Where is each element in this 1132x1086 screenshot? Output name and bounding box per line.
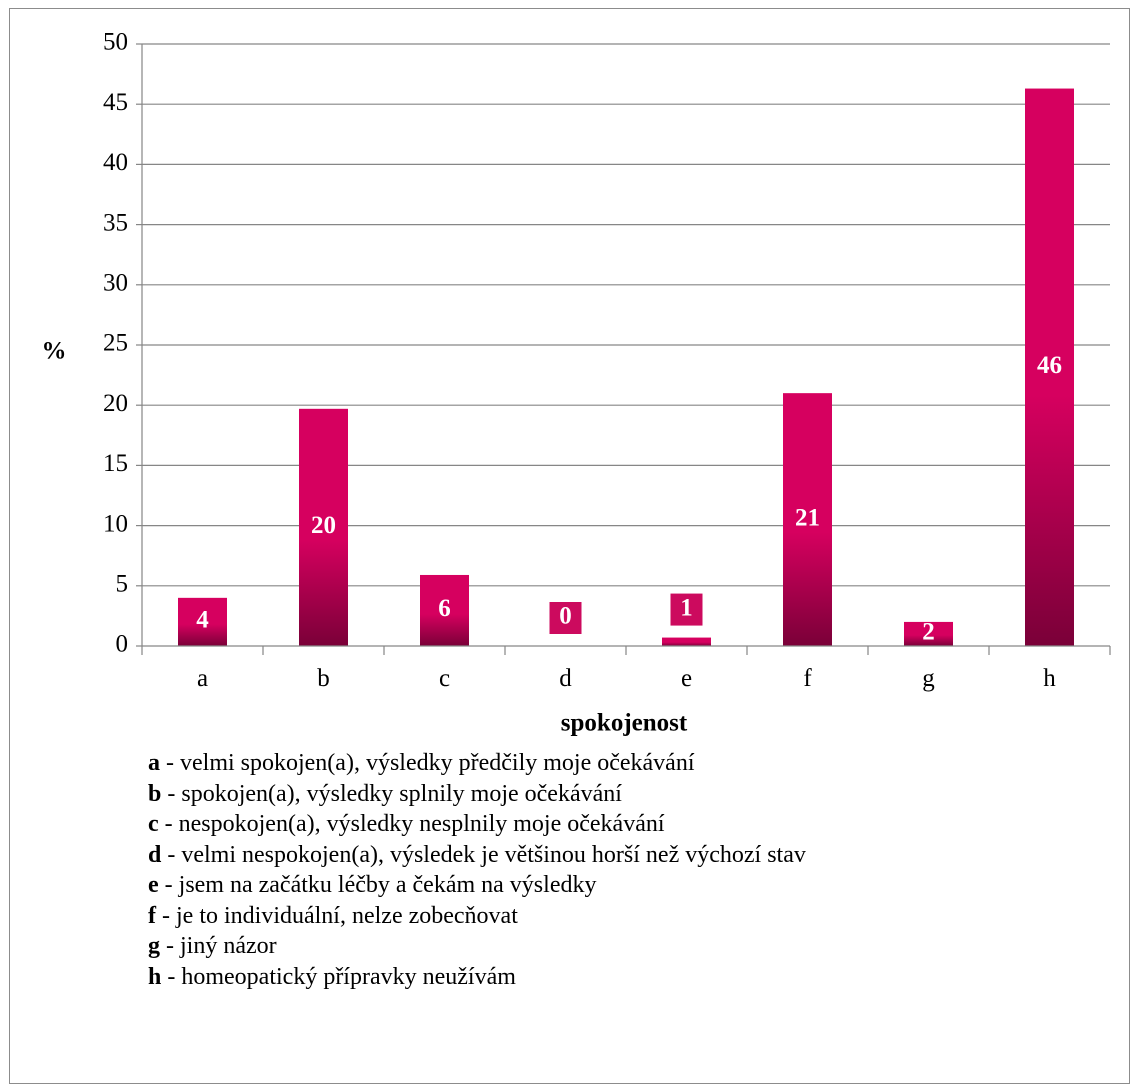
- y-tick-label: 20: [103, 390, 128, 417]
- y-tick-label: 5: [116, 571, 129, 598]
- x-tick-label: f: [803, 665, 812, 692]
- legend-item-h: h - homeopatický přípravky neužívám: [148, 962, 806, 993]
- bar: [299, 408, 348, 646]
- y-tick-label: 15: [103, 450, 128, 477]
- legend-item-e: e - jsem na začátku léčby a čekám na výs…: [148, 870, 806, 901]
- y-axis-title: %: [42, 338, 67, 365]
- legend-text: - homeopatický přípravky neužívám: [161, 963, 516, 990]
- legend-item-b: b - spokojen(a), výsledky splnily moje o…: [148, 779, 806, 810]
- legend-key: a: [148, 750, 160, 776]
- data-label: 46: [1037, 352, 1062, 379]
- bars: [178, 88, 1074, 647]
- y-tick-label: 35: [103, 209, 128, 236]
- legend-key: h: [148, 963, 162, 990]
- legend-text: - jsem na začátku léčby a čekám na výsle…: [158, 872, 597, 898]
- data-label: 6: [438, 595, 451, 622]
- bar: [420, 574, 469, 646]
- bar: [904, 621, 953, 646]
- x-tick-label: h: [1043, 665, 1056, 692]
- gridlines: [142, 43, 1110, 587]
- data-label: 20: [311, 512, 336, 539]
- data-label: 4: [196, 607, 209, 634]
- y-tick-label: 0: [116, 631, 129, 658]
- bar: [178, 597, 227, 646]
- data-label: 21: [795, 504, 820, 531]
- legend-text: - nespokojen(a), výsledky nesplnily moje…: [158, 811, 665, 837]
- data-label: 0: [559, 603, 572, 630]
- bar: [1025, 88, 1074, 647]
- legend-text: - spokojen(a), výsledky splnily moje oče…: [161, 780, 622, 807]
- x-tick-label: g: [922, 665, 935, 692]
- bar: [662, 637, 711, 646]
- data-label: 2: [922, 619, 935, 646]
- legend-key: g: [148, 933, 160, 959]
- y-tick-label: 45: [103, 89, 128, 116]
- y-tick-label: 30: [103, 270, 128, 297]
- legend-item-c: c - nespokojen(a), výsledky nesplnily mo…: [148, 809, 806, 840]
- legend-text: - je to individuální, nelze zobecňovat: [156, 902, 518, 929]
- x-axis-title: spokojenost: [561, 710, 688, 737]
- x-tick-label: e: [681, 665, 692, 692]
- y-tick-label: 25: [103, 330, 128, 357]
- legend-item-d: d - velmi nespokojen(a), výsledek je vět…: [148, 840, 806, 871]
- legend-text: - jiný názor: [160, 933, 277, 959]
- bar: [783, 393, 832, 646]
- y-tick-label: 10: [103, 510, 128, 537]
- legend-key: f: [148, 902, 156, 929]
- y-tick-label: 40: [103, 149, 128, 176]
- data-label-box: [549, 602, 582, 634]
- legend-key: d: [148, 841, 162, 868]
- data-labels: 4 20 6 0 1 21 2 46: [196, 352, 1062, 646]
- data-label: 1: [680, 594, 693, 621]
- x-tick-label: d: [559, 665, 572, 692]
- chart-frame: [9, 8, 1130, 1084]
- x-tick-label: c: [439, 665, 450, 692]
- legend-text: - velmi spokojen(a), výsledky předčily m…: [160, 750, 695, 776]
- legend-key: c: [148, 811, 159, 837]
- legend-text: - velmi nespokojen(a), výsledek je větši…: [161, 841, 806, 868]
- x-tick-label: b: [317, 665, 330, 692]
- category-legend: a - velmi spokojen(a), výsledky předčily…: [148, 748, 806, 992]
- data-label-box: [670, 593, 703, 626]
- legend-item-f: f - je to individuální, nelze zobecňovat: [148, 901, 806, 932]
- legend-item-a: a - velmi spokojen(a), výsledky předčily…: [148, 748, 806, 779]
- legend-item-g: g - jiný názor: [148, 931, 806, 962]
- legend-key: e: [148, 872, 159, 898]
- x-tick-label: a: [197, 665, 208, 692]
- y-tick-label: 50: [103, 29, 128, 56]
- legend-key: b: [148, 780, 162, 807]
